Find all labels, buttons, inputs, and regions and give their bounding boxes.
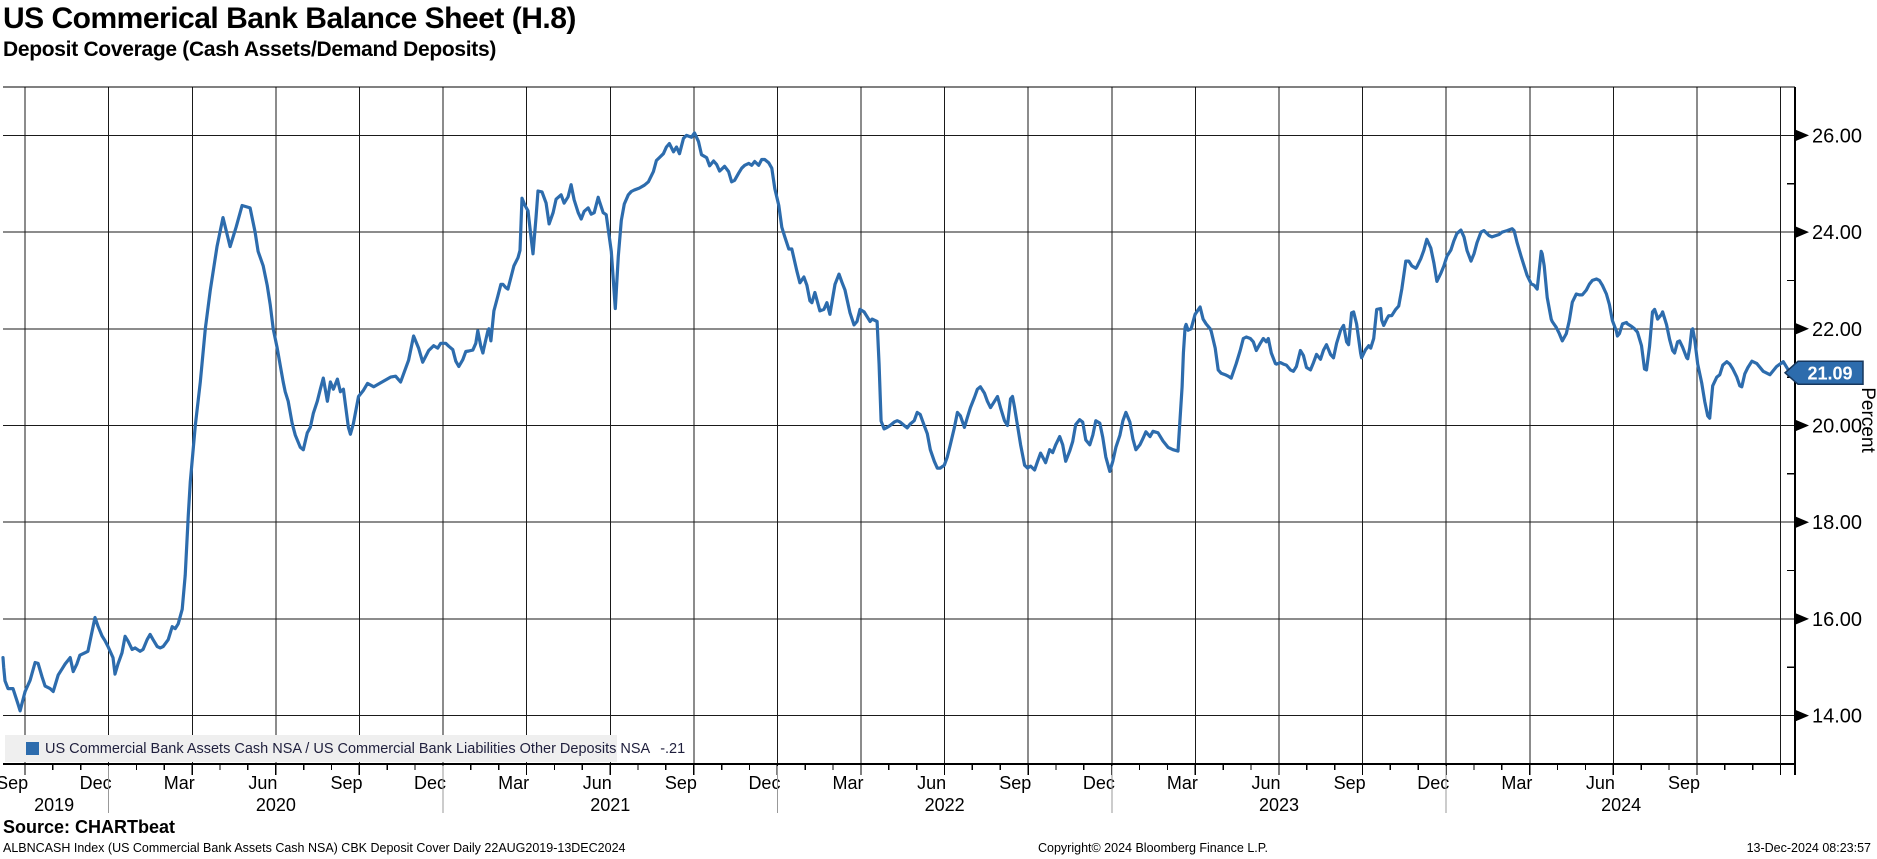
svg-text:Sep: Sep (0, 773, 28, 793)
svg-text:Dec: Dec (748, 773, 780, 793)
series-line (1, 131, 1792, 713)
footer-datetime: 13-Dec-2024 08:23:57 (1746, 841, 1871, 855)
footer-copyright: Copyright© 2024 Bloomberg Finance L.P. (1038, 841, 1268, 855)
legend-swatch-icon (26, 742, 39, 755)
svg-text:24.00: 24.00 (1812, 222, 1862, 244)
svg-text:Jun: Jun (1252, 773, 1281, 793)
svg-text:Mar: Mar (833, 773, 864, 793)
grid-lines (3, 87, 1795, 764)
legend-net-change: -.21 (660, 740, 686, 757)
svg-text:Jun: Jun (917, 773, 946, 793)
svg-text:Mar: Mar (164, 773, 195, 793)
svg-text:2020: 2020 (256, 795, 296, 815)
footer-description: ALBNCASH Index (US Commercial Bank Asset… (3, 841, 626, 855)
svg-text:Jun: Jun (1586, 773, 1615, 793)
svg-text:Dec: Dec (80, 773, 112, 793)
svg-text:Sep: Sep (665, 773, 697, 793)
svg-text:Dec: Dec (1417, 773, 1449, 793)
svg-text:2023: 2023 (1259, 795, 1299, 815)
svg-text:22.00: 22.00 (1812, 319, 1862, 341)
chart-subtitle: Deposit Coverage (Cash Assets/Demand Dep… (3, 38, 497, 61)
y-axis-labels: 14.00 16.00 18.00 20.00 22.00 24.00 26.00 (1787, 86, 1862, 728)
svg-text:14.00: 14.00 (1812, 706, 1862, 728)
svg-text:Dec: Dec (1083, 773, 1115, 793)
svg-text:Sep: Sep (1334, 773, 1366, 793)
svg-text:2021: 2021 (590, 795, 630, 815)
svg-text:Sep: Sep (1668, 773, 1700, 793)
svg-text:Sep: Sep (999, 773, 1031, 793)
svg-text:2019: 2019 (34, 795, 74, 815)
svg-text:Jun: Jun (248, 773, 277, 793)
svg-text:18.00: 18.00 (1812, 512, 1862, 534)
svg-text:16.00: 16.00 (1812, 609, 1862, 631)
svg-text:26.00: 26.00 (1812, 125, 1862, 147)
svg-text:21.09: 21.09 (1807, 363, 1852, 383)
page-title: US Commerical Bank Balance Sheet (H.8) (3, 2, 576, 35)
svg-text:Sep: Sep (330, 773, 362, 793)
svg-text:2022: 2022 (925, 795, 965, 815)
svg-text:Dec: Dec (414, 773, 446, 793)
svg-text:Jun: Jun (583, 773, 612, 793)
svg-text:Mar: Mar (1501, 773, 1532, 793)
svg-text:20.00: 20.00 (1812, 416, 1862, 438)
x-axis-labels: Sep Dec Mar Jun Sep Dec Mar Jun Sep Dec Mar Jun Sep D… (0, 766, 1700, 815)
last-value-badge: 21.09 (1783, 360, 1864, 386)
y-axis-title: Percent (1857, 387, 1877, 453)
legend-label: US Commercial Bank Assets Cash NSA / US … (45, 740, 651, 757)
axes (3, 86, 1796, 775)
svg-text:Mar: Mar (1167, 773, 1198, 793)
svg-text:2024: 2024 (1601, 795, 1641, 815)
svg-text:Mar: Mar (498, 773, 529, 793)
legend: US Commercial Bank Assets Cash NSA / US … (5, 735, 685, 762)
source-label: Source: CHARTbeat (3, 817, 176, 837)
